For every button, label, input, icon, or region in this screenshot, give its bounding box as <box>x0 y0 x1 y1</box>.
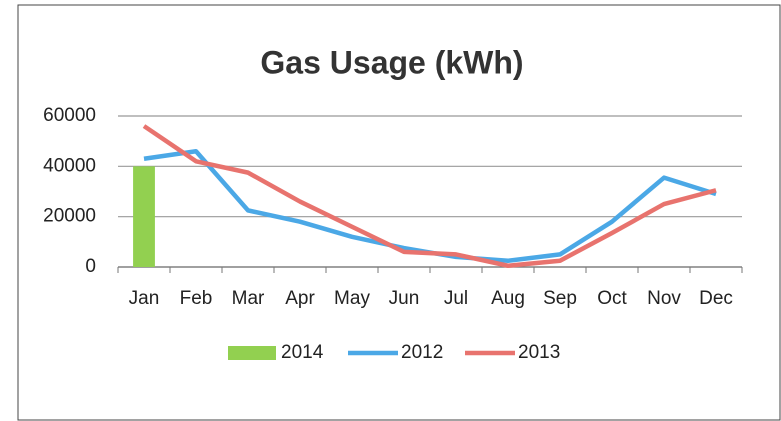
x-tick-label: Oct <box>597 288 627 309</box>
x-tick-label: May <box>334 288 370 309</box>
x-tick-label: Feb <box>180 288 213 309</box>
legend-swatch <box>228 346 276 360</box>
chart-title: Gas Usage (kWh) <box>260 44 523 80</box>
x-tick-label: Sep <box>543 288 577 309</box>
bar <box>133 166 155 267</box>
y-tick-label: 40000 <box>43 155 96 176</box>
y-tick-label: 60000 <box>43 105 96 126</box>
legend-label: 2013 <box>518 342 560 363</box>
x-tick-label: Jun <box>389 288 420 309</box>
x-tick-label: Apr <box>285 288 315 309</box>
line <box>142 124 717 268</box>
x-tick-label: Jul <box>444 288 468 309</box>
y-tick-label: 0 <box>85 256 96 277</box>
x-tick-label: Mar <box>232 288 265 309</box>
x-tick-label: Nov <box>647 288 681 309</box>
legend-label: 2012 <box>401 342 443 363</box>
x-tick-label: Aug <box>491 288 525 309</box>
x-tick-label: Dec <box>699 288 733 309</box>
x-tick-label: Jan <box>129 288 160 309</box>
legend-label: 2014 <box>281 342 324 363</box>
y-tick-label: 20000 <box>43 206 96 227</box>
